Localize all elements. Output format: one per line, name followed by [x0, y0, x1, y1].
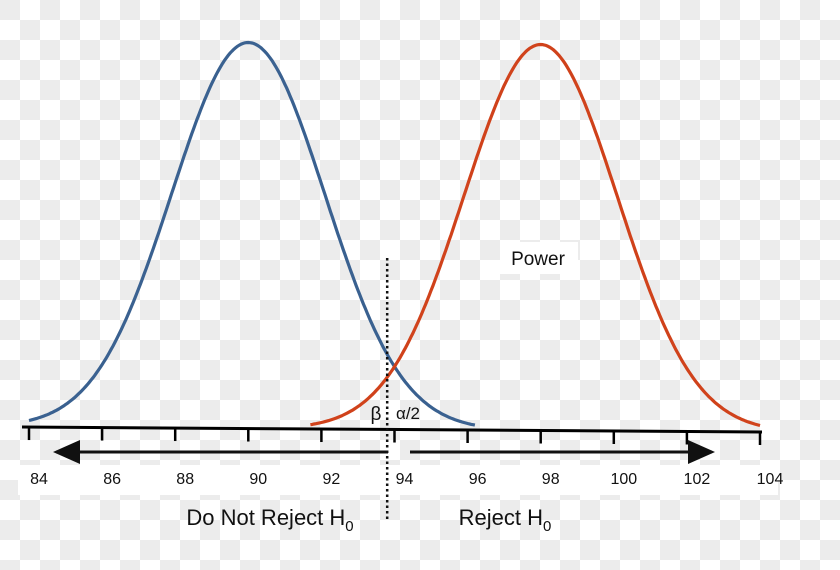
null-distribution-curve: [28, 40, 476, 427]
x-tick-label: 92: [323, 471, 341, 488]
x-tick-label: 84: [30, 471, 48, 488]
x-tick-label: 90: [249, 471, 267, 488]
x-tick-label: 100: [610, 471, 637, 488]
power-label-backdrop: [500, 242, 578, 274]
do-not-reject-label: Do Not Reject H0: [186, 505, 353, 535]
x-axis-line: [21, 425, 763, 434]
x-tick-label: 96: [469, 471, 487, 488]
x-tick-label: 88: [176, 471, 194, 488]
reject-label: Reject H0: [459, 505, 552, 535]
power-label: Power: [511, 249, 566, 270]
alpha-half-label: α/2: [396, 404, 420, 423]
x-tick-label: 104: [757, 471, 784, 488]
alternative-distribution-curve: [310, 42, 761, 428]
x-tick-label: 98: [542, 471, 560, 488]
x-tick-label: 102: [684, 471, 711, 488]
x-tick-label: 94: [396, 471, 414, 488]
x-tick-label: 86: [103, 471, 121, 488]
beta-label: β: [371, 404, 382, 425]
tick-label-backdrop: [18, 465, 778, 495]
